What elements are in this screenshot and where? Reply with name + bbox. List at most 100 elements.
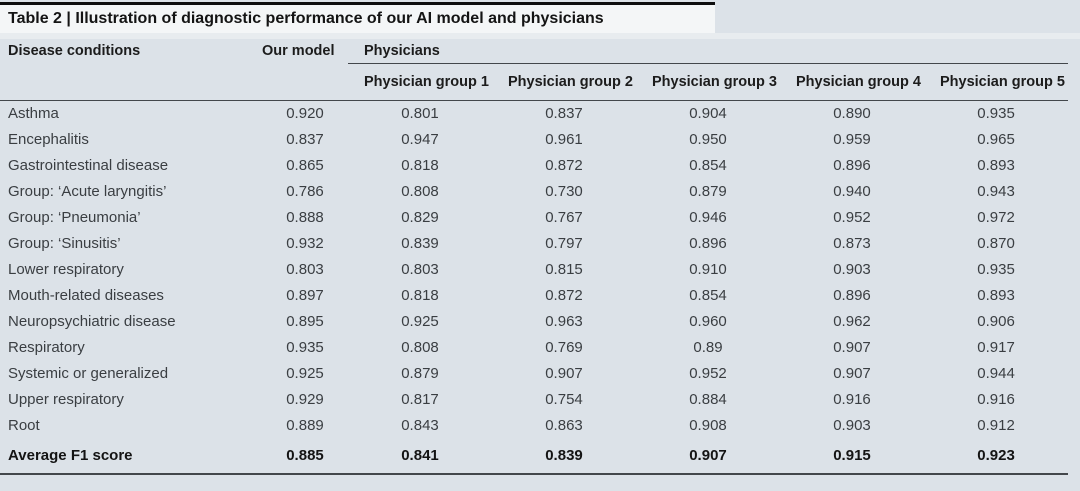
our-model-value-cell: 0.865 [286,157,324,174]
our-model-value-cell: 0.786 [286,183,324,200]
physician-group-1-value-cell: 0.879 [401,365,439,382]
physician-group-4-value-cell: 0.890 [833,105,871,122]
table-row: Group: ‘Acute laryngitis’ 0.786 0.808 0.730… [0,179,1068,205]
column-header-physician-group-1: Physician group 1 [348,63,492,101]
physician-group-4-value-cell: 0.896 [833,157,871,174]
physician-group-2-value-cell: 0.730 [545,183,583,200]
physician-group-2-value-cell: 0.963 [545,313,583,330]
physician-group-5-value-cell: 0.972 [977,209,1015,226]
disease-condition-cell: Average F1 score [0,438,262,475]
our-model-value-cell: 0.803 [286,261,324,278]
physician-group-3-value-cell: 0.884 [689,391,727,408]
table-row: Systemic or generalized 0.925 0.879 0.907 0.… [0,361,1068,387]
table-row: Group: ‘Sinusitis’ 0.932 0.839 0.797 0.896 0.… [0,231,1068,257]
physician-group-2-value-cell: 0.872 [545,287,583,304]
physician-group-1-value-cell: 0.808 [401,339,439,356]
our-model-value-cell: 0.889 [286,417,324,434]
table-row: Root 0.889 0.843 0.863 0.908 0.903 0.912 [0,413,1068,439]
physician-group-4-value-cell: 0.873 [833,235,871,252]
physician-group-1-value-cell: 0.925 [401,313,439,330]
physician-group-4-value-cell: 0.962 [833,313,871,330]
table-title: Table 2 | Illustration of diagnostic per… [8,10,604,27]
physician-group-2-value-cell: 0.767 [545,209,583,226]
physician-group-1-value-cell: 0.803 [401,261,439,278]
table-header: Disease conditions Our model Physicians … [0,39,1069,101]
table-row: Average F1 score 0.885 0.841 0.839 0.907 0.91… [0,438,1069,475]
physician-group-3-value-cell: 0.879 [689,183,727,200]
physician-group-5-value-cell: 0.923 [924,438,1069,475]
table-row: Asthma 0.920 0.801 0.837 0.904 0.890 0.935 [0,100,1068,127]
physician-group-4-value-cell: 0.959 [833,131,871,148]
disease-condition-cell: Group: ‘Sinusitis’ [8,235,121,252]
table-title-bar: Table 2 | Illustration of diagnostic per… [0,2,715,33]
disease-condition-cell: Encephalitis [8,131,89,148]
physician-group-2-value-cell: 0.815 [545,261,583,278]
physician-group-3-value-cell: 0.950 [689,131,727,148]
physician-group-2-value-cell: 0.907 [545,365,583,382]
physician-group-2-value-cell: 0.754 [545,391,583,408]
physician-group-1-value-cell: 0.801 [401,105,439,122]
physician-group-1-value-cell: 0.839 [401,235,439,252]
disease-condition-cell: Upper respiratory [8,391,124,408]
performance-table: Disease conditions Our model Physicians … [0,39,1069,475]
physician-group-4-value-cell: 0.903 [833,261,871,278]
physician-group-3-value-cell: 0.904 [689,105,727,122]
column-header-physicians: Physicians [348,39,1069,64]
our-model-value-cell: 0.929 [286,391,324,408]
physician-group-4-value-cell: 0.903 [833,417,871,434]
our-model-value-cell: 0.897 [286,287,324,304]
column-header-physician-group-3: Physician group 3 [636,63,780,101]
physician-group-1-value-cell: 0.841 [348,438,492,475]
physician-group-3-value-cell: 0.960 [689,313,727,330]
our-model-value-cell: 0.837 [286,131,324,148]
table-row: Upper respiratory 0.929 0.817 0.754 0.884 0.9… [0,387,1068,413]
physician-group-3-value-cell: 0.896 [689,235,727,252]
physician-group-4-value-cell: 0.916 [833,391,871,408]
disease-condition-cell: Root [8,417,40,434]
disease-condition-cell: Mouth-related diseases [8,287,164,304]
physician-group-5-value-cell: 0.965 [977,131,1015,148]
physician-group-1-value-cell: 0.843 [401,417,439,434]
physician-group-1-value-cell: 0.808 [401,183,439,200]
column-header-physician-group-4: Physician group 4 [780,63,924,101]
physician-group-2-value-cell: 0.769 [545,339,583,356]
physician-group-2-value-cell: 0.797 [545,235,583,252]
physician-group-2-value-cell: 0.863 [545,417,583,434]
physician-group-3-value-cell: 0.89 [693,339,723,356]
disease-condition-cell: Neuropsychiatric disease [8,313,176,330]
physician-group-4-value-cell: 0.896 [833,287,871,304]
disease-condition-cell: Respiratory [8,339,85,356]
physician-group-5-value-cell: 0.943 [977,183,1015,200]
our-model-value-cell: 0.895 [286,313,324,330]
physician-group-1-value-cell: 0.947 [401,131,439,148]
physician-group-5-value-cell: 0.944 [977,365,1015,382]
physician-group-5-value-cell: 0.870 [977,235,1015,252]
table-body: Asthma 0.920 0.801 0.837 0.904 0.890 0.935 Ence… [0,100,1069,475]
physician-group-5-value-cell: 0.912 [977,417,1015,434]
physician-group-5-value-cell: 0.935 [977,105,1015,122]
physician-group-5-value-cell: 0.893 [977,287,1015,304]
table-row: Gastrointestinal disease 0.865 0.818 0.872 0… [0,153,1068,179]
table-row: Mouth-related diseases 0.897 0.818 0.872 0.8… [0,283,1068,309]
our-model-value-cell: 0.932 [286,235,324,252]
table-row: Neuropsychiatric disease 0.895 0.925 0.963 0… [0,309,1068,335]
column-header-physician-group-5: Physician group 5 [924,63,1069,101]
disease-condition-cell: Asthma [8,105,59,122]
disease-condition-cell: Systemic or generalized [8,365,169,382]
physician-group-3-value-cell: 0.946 [689,209,727,226]
physician-group-3-value-cell: 0.910 [689,261,727,278]
physician-group-5-value-cell: 0.916 [977,391,1015,408]
our-model-value-cell: 0.925 [286,365,324,382]
physician-group-4-value-cell: 0.940 [833,183,871,200]
table-row: Group: ‘Pneumonia’ 0.888 0.829 0.767 0.946 0.… [0,205,1068,231]
physician-group-3-value-cell: 0.908 [689,417,727,434]
physician-group-3-value-cell: 0.854 [689,157,727,174]
physician-group-4-value-cell: 0.907 [833,339,871,356]
our-model-value-cell: 0.935 [286,339,324,356]
physician-group-2-value-cell: 0.837 [545,105,583,122]
our-model-value-cell: 0.920 [286,105,324,122]
physician-group-4-value-cell: 0.915 [780,438,924,475]
disease-condition-cell: Gastrointestinal disease [8,157,169,174]
column-header-our-model: Our model [262,39,348,101]
